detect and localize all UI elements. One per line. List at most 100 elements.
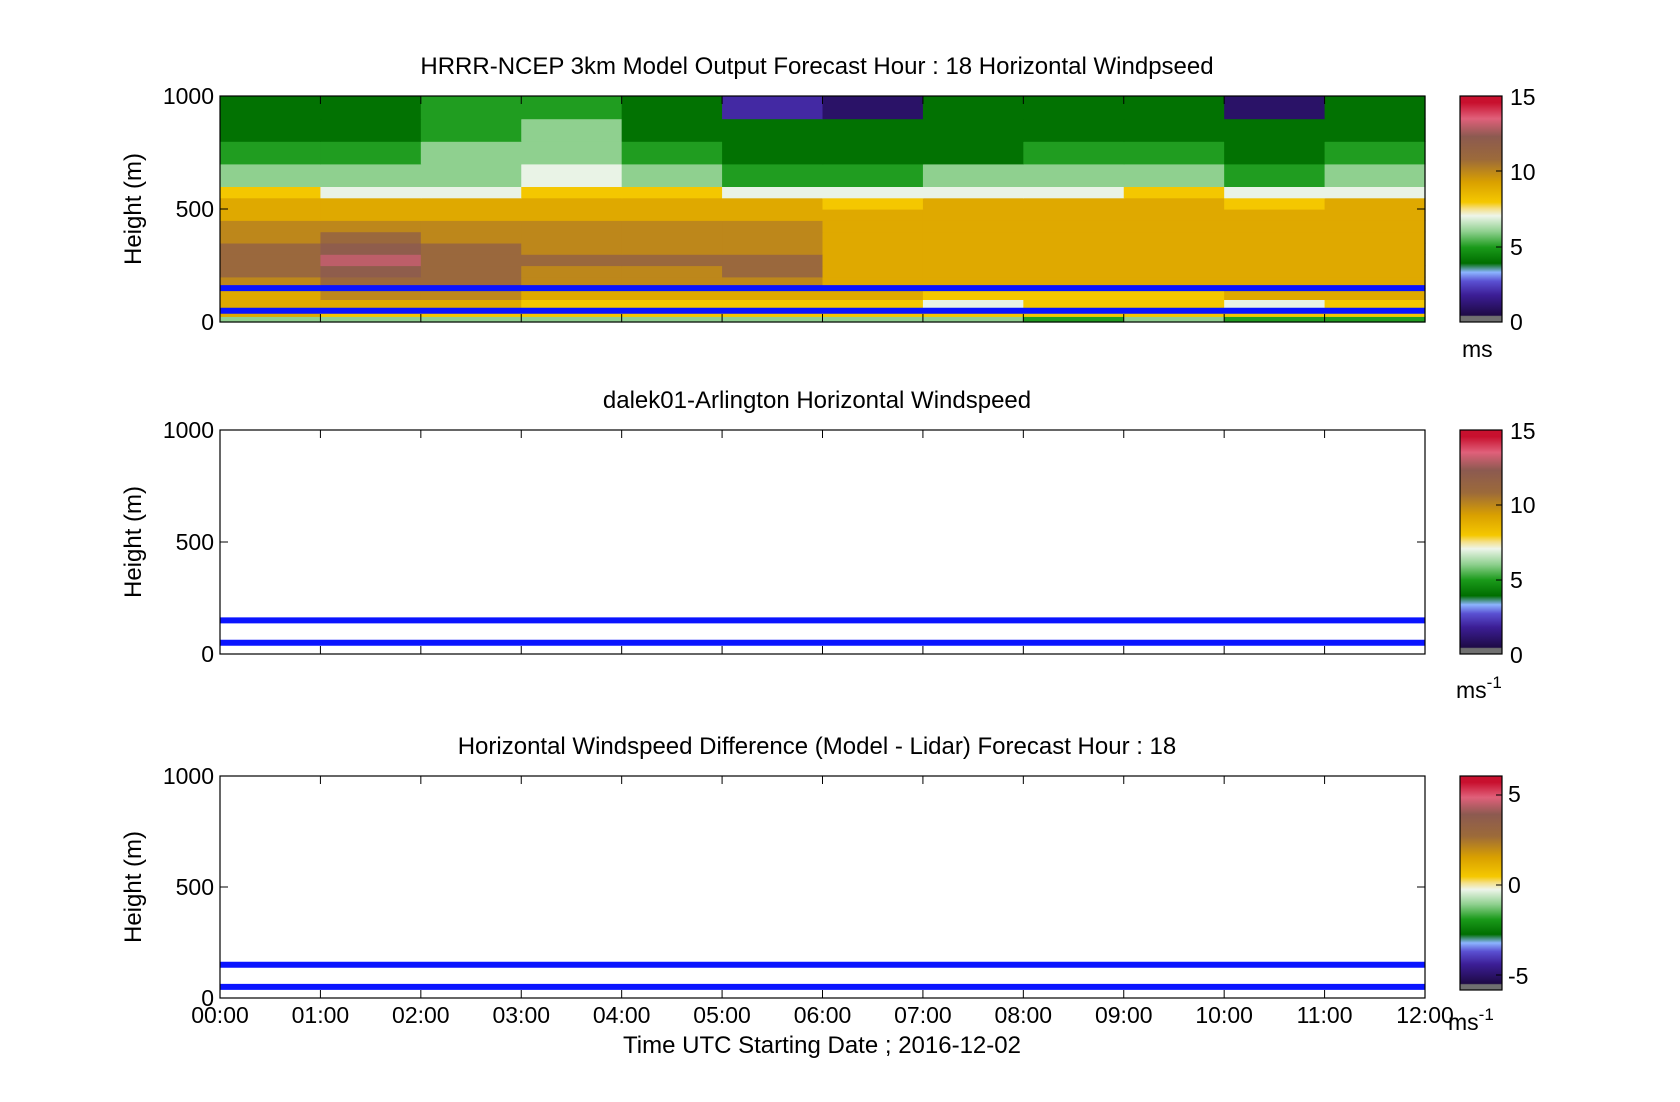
heatmap-cell [1324,186,1426,199]
heatmap-cell [922,186,1024,199]
heatmap-cell [1023,299,1125,312]
heatmap-cell [822,118,924,142]
heatmap-cell [822,96,924,120]
heatmap-cell [822,288,924,300]
heatmap-cell [320,276,422,289]
x-tick-label: 12:00 [1396,1002,1454,1028]
heatmap-cell [922,265,1024,278]
heatmap-cell [220,265,322,278]
heatmap-cell [320,310,422,317]
heatmap-cell [1224,118,1326,142]
heatmap-cell [420,118,522,142]
x-axis-label: Time UTC Starting Date ; 2016-12-02 [623,1032,1021,1059]
y-tick-label: 0 [201,985,214,1011]
heatmap-cell [220,288,322,300]
heatmap-cell [1023,316,1125,323]
heatmap-cell [1123,96,1225,120]
heatmap-cell [621,316,723,323]
heatmap-cell [420,288,522,300]
heatmap-cell [621,163,723,187]
heatmap-cell [1324,163,1426,187]
heatmap-cell [220,242,322,255]
heatmap-cell [320,288,422,300]
colorbar-units: ms-1 [1456,673,1502,703]
heatmap-cell [1123,220,1225,233]
heatmap-cell [320,316,422,323]
x-tick-label: 01:00 [292,1002,350,1028]
heatmap-cell [1123,299,1225,312]
heatmap-cell [922,96,1024,120]
heatmap-cell [822,209,924,221]
heatmap-cell [722,163,824,187]
heatmap-cell [1123,231,1225,244]
heatmap-cell [722,288,824,300]
heatmap-cell [420,316,522,323]
heatmap-cell [220,276,322,289]
heatmap-cell [420,276,522,289]
model-windspeed-panel: HRRR-NCEP 3km Model Output Forecast Hour… [120,53,1536,362]
heatmap-cell [1324,288,1426,300]
heatmap-cell [521,299,623,312]
colorbar [1459,429,1503,655]
heatmap-cell [420,254,522,267]
colorbar-tick-label: 5 [1510,567,1523,593]
heatmap-cell [420,299,522,312]
heatmap-cell [1224,288,1326,300]
heatmap-cell [822,265,924,278]
heatmap-cell [220,118,322,142]
heatmap-cell [521,310,623,317]
heatmap-cell [1123,288,1225,300]
heatmap-cell [1023,209,1125,221]
y-tick-label: 0 [201,641,214,667]
heatmap-cell [1023,242,1125,255]
heatmap-cell [1023,96,1125,120]
heatmap-cell [922,242,1024,255]
heatmap-cell [521,209,623,221]
heatmap-cell [722,316,824,323]
heatmap-cell [1224,141,1326,165]
heatmap-cell [1324,231,1426,244]
colorbar-tick-label: 0 [1510,309,1523,335]
heatmap-cell [822,197,924,210]
y-axis-label: Height (m) [120,831,147,943]
heatmap-cell [220,310,322,317]
heatmap-cell [621,118,723,142]
heatmap-cell [722,209,824,221]
overlay-lines [220,961,1425,990]
heatmap-cell [722,186,824,199]
heatmap-cell [420,310,522,317]
heatmap-cell [521,242,623,255]
heatmap-cell [922,299,1024,312]
heatmap-cell [420,231,522,244]
colorbar-tick-label: 5 [1510,234,1523,260]
heatmap-cell [1324,242,1426,255]
heatmap-cell [621,197,723,210]
heatmap-cell [521,197,623,210]
heatmap-cell [822,220,924,233]
heatmap-cell [320,197,422,210]
heatmap-cell [220,299,322,312]
heatmap-cell [1023,186,1125,199]
heatmap-cell [922,316,1024,323]
heatmap-cell [420,96,522,120]
heatmap-cell [1224,276,1326,289]
heatmap-cell [1324,220,1426,233]
heatmap-cell [521,231,623,244]
heatmap-cell [822,316,924,323]
heatmap-cell [521,141,623,165]
heatmap-cell [1123,141,1225,165]
heatmap-cell [420,220,522,233]
heatmap-cell [722,310,824,317]
heatmap-cell [722,242,824,255]
heatmap-cell [420,209,522,221]
x-tick-label: 00:00 [191,1002,249,1028]
heatmap-cell [621,231,723,244]
heatmap-cell [1224,220,1326,233]
panel-title: Horizontal Windspeed Difference (Model -… [458,733,1177,760]
heatmap-cell [320,220,422,233]
heatmap-cell [1023,141,1125,165]
heatmap-cell [521,276,623,289]
heatmap-cell [320,299,422,312]
difference-panel: Horizontal Windspeed Difference (Model -… [120,733,1528,1035]
